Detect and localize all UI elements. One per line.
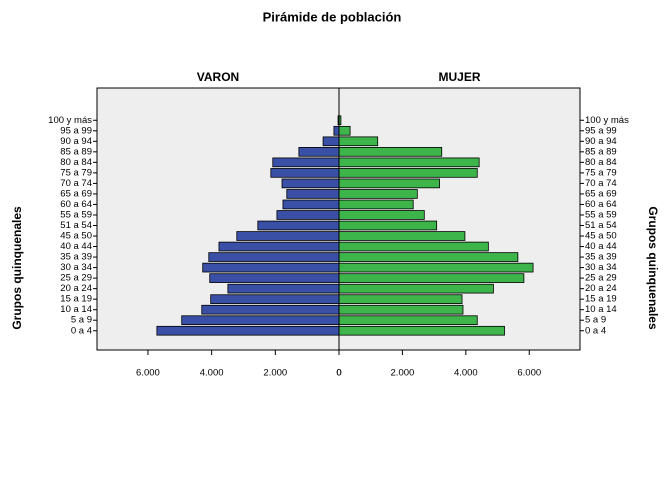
y-tick-label-right: 25 a 29 xyxy=(585,273,617,284)
y-tick-label-right: 65 a 69 xyxy=(585,188,617,199)
bar xyxy=(333,125,340,136)
panel-header: VARON xyxy=(197,70,239,84)
y-tick-label: 51 a 54 xyxy=(60,220,92,231)
bar xyxy=(338,189,418,199)
y-tick-label: 15 a 19 xyxy=(60,294,92,305)
y-tick-label-right: 0 a 4 xyxy=(585,325,606,336)
x-tick-label: 2.000 xyxy=(391,368,415,379)
y-tick-label-right: 90 a 94 xyxy=(585,136,617,147)
y-tick-label: 35 a 39 xyxy=(60,252,92,263)
bar xyxy=(338,231,466,241)
y-tick-label-right: 85 a 89 xyxy=(585,146,617,157)
y-tick-label-right: 75 a 79 xyxy=(585,167,617,178)
bar xyxy=(338,315,478,326)
x-tick-label: 4.000 xyxy=(454,368,478,379)
bar xyxy=(338,199,414,210)
bar xyxy=(202,262,340,273)
bar xyxy=(209,273,340,283)
y-tick-label-right: 40 a 44 xyxy=(585,241,617,252)
bar xyxy=(338,136,379,147)
bar xyxy=(276,210,340,220)
y-tick-label: 95 a 99 xyxy=(60,125,92,136)
y-tick-label: 10 a 14 xyxy=(60,304,92,315)
y-tick-label: 5 a 9 xyxy=(71,315,92,326)
y-tick-label: 40 a 44 xyxy=(60,241,92,252)
y-tick-label: 70 a 74 xyxy=(60,178,92,189)
x-tick-label: 6.000 xyxy=(517,368,541,379)
y-tick-label-right: 20 a 24 xyxy=(585,283,617,294)
y-tick-label-right: 45 a 50 xyxy=(585,231,617,242)
bar xyxy=(286,189,340,199)
y-tick-label-right: 35 a 39 xyxy=(585,252,617,263)
bar xyxy=(322,136,340,147)
y-tick-label-right: 60 a 64 xyxy=(585,199,617,210)
y-axis-label-right: Grupos quinquenales xyxy=(646,206,660,330)
y-tick-label-right: 55 a 59 xyxy=(585,209,617,220)
y-tick-label: 25 a 29 xyxy=(60,273,92,284)
bar xyxy=(338,241,489,252)
x-tick-label: 0 xyxy=(336,368,341,379)
y-tick-label: 100 y más xyxy=(48,115,92,126)
bar xyxy=(338,273,525,283)
bar xyxy=(281,178,340,189)
x-tick-label: 6.000 xyxy=(136,368,160,379)
bar xyxy=(338,283,494,294)
bar xyxy=(208,252,340,262)
bar xyxy=(338,168,478,178)
y-tick-label: 55 a 59 xyxy=(60,209,92,220)
bar xyxy=(338,262,534,273)
bar xyxy=(181,315,340,326)
bar xyxy=(338,157,480,168)
bar xyxy=(338,220,438,231)
bar xyxy=(338,294,463,304)
bar xyxy=(338,210,425,220)
bar xyxy=(227,283,340,294)
bar xyxy=(338,125,351,136)
y-tick-label-right: 5 a 9 xyxy=(585,315,606,326)
y-axis-label: Grupos quinquenales xyxy=(10,206,24,330)
y-tick-label-right: 10 a 14 xyxy=(585,304,617,315)
y-tick-label-right: 80 a 84 xyxy=(585,157,617,168)
bar xyxy=(236,231,340,241)
bar xyxy=(338,304,464,315)
y-tick-label: 30 a 34 xyxy=(60,262,92,273)
bar xyxy=(210,294,340,304)
y-tick-label: 85 a 89 xyxy=(60,146,92,157)
y-tick-label-right: 100 y más xyxy=(585,115,629,126)
panel-header: MUJER xyxy=(438,70,480,84)
y-tick-label-right: 15 a 19 xyxy=(585,294,617,305)
bar xyxy=(338,325,505,336)
y-tick-label: 0 a 4 xyxy=(71,325,92,336)
bar xyxy=(156,325,340,336)
y-tick-label: 45 a 50 xyxy=(60,231,92,242)
y-tick-label-right: 30 a 34 xyxy=(585,262,617,273)
y-tick-label-right: 70 a 74 xyxy=(585,178,617,189)
y-tick-label: 80 a 84 xyxy=(60,157,92,168)
bar xyxy=(272,157,340,168)
y-tick-label: 65 a 69 xyxy=(60,188,92,199)
x-tick-label: 2.000 xyxy=(263,368,287,379)
bar xyxy=(298,147,340,157)
y-tick-label: 60 a 64 xyxy=(60,199,92,210)
bar xyxy=(282,199,340,210)
x-tick-label: 0 xyxy=(336,368,341,379)
bar xyxy=(338,178,440,189)
y-tick-label: 75 a 79 xyxy=(60,167,92,178)
x-tick-label: 4.000 xyxy=(200,368,224,379)
bar xyxy=(338,147,443,157)
y-tick-label: 90 a 94 xyxy=(60,136,92,147)
y-tick-label-right: 95 a 99 xyxy=(585,125,617,136)
y-tick-label: 20 a 24 xyxy=(60,283,92,294)
bar xyxy=(201,304,340,315)
y-tick-label-right: 51 a 54 xyxy=(585,220,617,231)
chart-title: Pirámide de población xyxy=(263,9,402,24)
bar xyxy=(257,220,340,231)
bar xyxy=(218,241,340,252)
bar xyxy=(270,168,340,178)
bar xyxy=(338,252,519,262)
